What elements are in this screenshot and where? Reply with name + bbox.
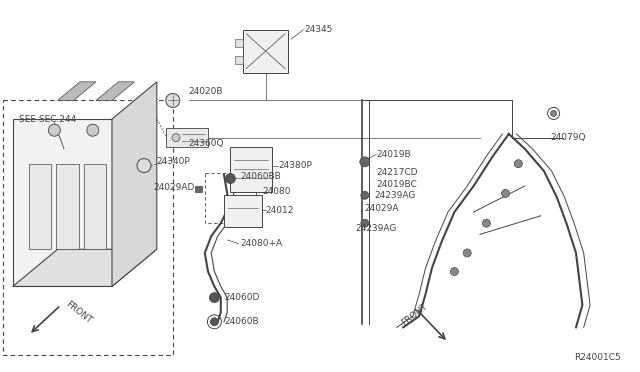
Circle shape [502, 189, 509, 198]
Polygon shape [166, 128, 208, 147]
Circle shape [463, 249, 471, 257]
Polygon shape [195, 186, 202, 192]
Circle shape [361, 191, 369, 199]
Polygon shape [13, 249, 157, 286]
Circle shape [361, 219, 369, 227]
Polygon shape [112, 82, 157, 286]
Text: 24080+A: 24080+A [240, 239, 282, 248]
Text: 24012: 24012 [266, 206, 294, 215]
Text: 24019BC: 24019BC [376, 180, 417, 189]
Text: 24019B: 24019B [376, 150, 411, 159]
FancyBboxPatch shape [243, 30, 288, 73]
Text: 24080: 24080 [262, 187, 291, 196]
Text: 24345: 24345 [304, 25, 332, 34]
Polygon shape [13, 119, 112, 286]
Text: 24239AG: 24239AG [355, 224, 397, 233]
FancyBboxPatch shape [230, 147, 272, 192]
Polygon shape [236, 39, 243, 46]
Polygon shape [29, 164, 51, 249]
Circle shape [172, 134, 180, 142]
Polygon shape [96, 82, 134, 100]
Circle shape [451, 267, 458, 276]
Circle shape [209, 293, 220, 302]
Text: 24239AG: 24239AG [374, 191, 416, 200]
Text: FRONT: FRONT [399, 301, 429, 327]
Text: 24079Q: 24079Q [550, 133, 586, 142]
Circle shape [550, 110, 557, 116]
Text: 24217CD: 24217CD [376, 169, 418, 177]
Polygon shape [56, 164, 79, 249]
Circle shape [166, 93, 180, 108]
Text: 24029A: 24029A [365, 204, 399, 213]
Polygon shape [84, 164, 106, 249]
Circle shape [49, 124, 60, 136]
Text: 24380P: 24380P [278, 161, 312, 170]
Circle shape [360, 157, 370, 167]
Text: 24060D: 24060D [224, 293, 259, 302]
Circle shape [87, 124, 99, 136]
Text: R24001C5: R24001C5 [574, 353, 621, 362]
Circle shape [137, 158, 151, 173]
Text: 24340P: 24340P [157, 157, 191, 166]
Circle shape [211, 318, 218, 326]
Text: SEE SEC.244: SEE SEC.244 [19, 115, 76, 124]
Text: 24060B: 24060B [224, 317, 259, 326]
Circle shape [483, 219, 490, 227]
FancyBboxPatch shape [224, 195, 262, 227]
Circle shape [225, 174, 236, 183]
Circle shape [515, 160, 522, 168]
Polygon shape [236, 56, 243, 64]
Polygon shape [58, 82, 96, 100]
Text: 24360Q: 24360Q [189, 139, 224, 148]
Text: FRONT: FRONT [64, 299, 93, 326]
Text: 24029AD: 24029AD [154, 183, 195, 192]
Text: 24020B: 24020B [189, 87, 223, 96]
Text: 24060BB: 24060BB [240, 172, 281, 181]
